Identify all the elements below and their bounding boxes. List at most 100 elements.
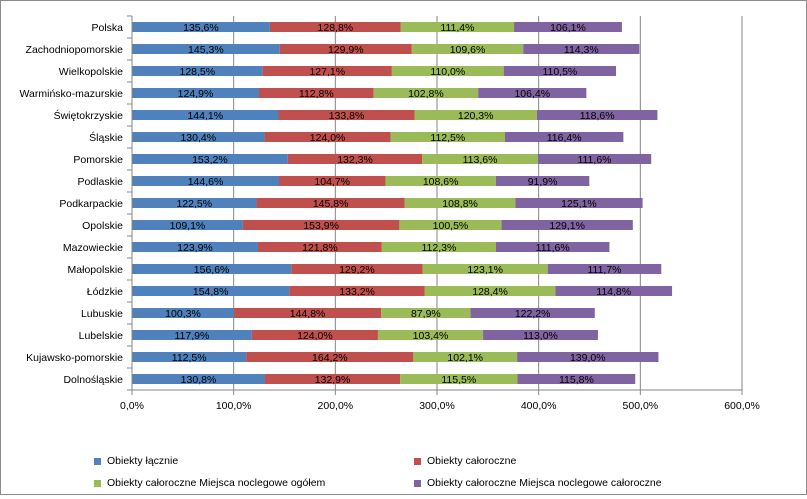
bar-segment [233,308,382,318]
legend-label-obiekty-caloroczne: Obiekty całoroczne [427,455,517,467]
data-label: 144,1% [187,110,223,122]
bar-segment [287,154,423,164]
data-label: 118,6% [580,110,615,122]
bar-segment [242,220,400,230]
data-label: 104,7% [314,176,350,188]
data-label: 128,8% [318,22,354,34]
legend-swatch-miejsca-ogolem [94,479,101,487]
data-label: 112,5% [430,132,465,144]
bar-segment [258,88,374,98]
data-label: 125,1% [561,198,597,210]
bar-segment [505,132,624,142]
data-label: 111,6% [577,154,611,166]
bar-segment [279,44,412,54]
category-label: Opolskie [82,220,123,232]
data-label: 123,1% [467,264,503,276]
data-label: 112,8% [299,88,334,100]
category-label: Wielkopolskie [59,66,123,78]
bar-segment [132,264,292,274]
bar-segment [132,220,243,230]
bar-segment [537,154,652,164]
legend-swatch-miejsca-caloroczne [414,479,421,487]
data-label: 114,3% [564,44,599,56]
data-label: 87,9% [411,308,441,320]
bar-segment [251,330,378,340]
data-label: 124,0% [297,330,333,342]
category-label: Pomorskie [73,154,123,166]
data-label: 128,4% [472,286,508,298]
bar-segment [400,22,515,32]
bar-segment [132,132,265,142]
data-label: 153,9% [303,220,339,232]
data-label: 114,8% [596,286,631,298]
legend-item-obiekty-caloroczne: Obiekty całoroczne [414,455,516,467]
bar-segment [483,330,598,340]
data-label: 112,5% [172,352,207,364]
data-label: 102,8% [408,88,444,100]
bar-segment [132,198,257,208]
data-label: 106,1% [550,22,586,34]
data-label: 110,0% [430,66,465,78]
data-label: 144,6% [188,176,224,188]
bar-segment [400,374,518,384]
data-label: 91,9% [528,176,558,188]
data-label: 108,8% [442,198,478,210]
x-tick-label: 400,0% [521,400,557,412]
data-label: 144,8% [290,308,326,320]
bar-segment [262,66,392,76]
legend-label-miejsca-ogolem: Obiekty całoroczne Miejsca noclegowe ogó… [107,477,326,489]
data-label: 120,3% [458,110,494,122]
bar-segment [385,176,496,186]
bar-segment [391,66,504,76]
data-label: 129,2% [339,264,375,276]
data-label: 122,2% [515,308,551,320]
data-label: 124,9% [178,88,214,100]
bar-segment [373,88,479,98]
x-tick-label: 100,0% [216,400,252,412]
bar-segment [132,88,259,98]
bar-segment [132,330,252,340]
bar-segment [390,132,506,142]
category-label: Zachodniopomorskie [26,44,124,56]
data-label: 129,1% [549,220,585,232]
bar-segment [132,44,280,54]
data-label: 115,5% [441,374,476,386]
category-label: Podlaskie [77,176,123,188]
x-tick-label: 0,0% [120,400,144,412]
legend-item-miejsca-ogolem: Obiekty całoroczne Miejsca noclegowe ogó… [94,477,325,489]
data-label: 133,8% [329,110,365,122]
bar-segment [279,176,386,186]
data-label: 100,5% [433,220,469,232]
data-label: 117,9% [175,330,210,342]
bar-segment [257,242,382,252]
data-label: 129,9% [328,44,364,56]
data-label: 100,3% [165,308,201,320]
bar-segment [132,352,247,362]
data-label: 145,3% [188,44,224,56]
bar-segment [256,198,405,208]
bar-segment [495,242,610,252]
data-label: 154,8% [193,286,229,298]
data-label: 132,9% [315,374,351,386]
bar-segment [246,352,414,362]
legend-swatch-obiekty-caloroczne [414,457,421,465]
bar-segment [478,88,587,98]
bar-segment [517,374,636,384]
bar-segment [132,154,288,164]
category-label: Podkarpackie [59,198,123,210]
category-label: Łódzkie [87,286,123,298]
bar-segment [278,110,415,120]
data-label: 121,8% [302,242,338,254]
category-label: Mazowieckie [63,242,123,254]
data-label: 111,6% [536,242,570,254]
data-label: 109,1% [170,220,206,232]
data-label: 153,2% [192,154,228,166]
bar-segment [132,176,280,186]
data-label: 112,3% [421,242,456,254]
bar-segment [503,66,617,76]
data-label: 135,6% [183,22,219,34]
bar-segment [132,66,263,76]
bar-segment [269,22,401,32]
x-tick-label: 600,0% [724,400,760,412]
data-label: 130,4% [180,132,216,144]
